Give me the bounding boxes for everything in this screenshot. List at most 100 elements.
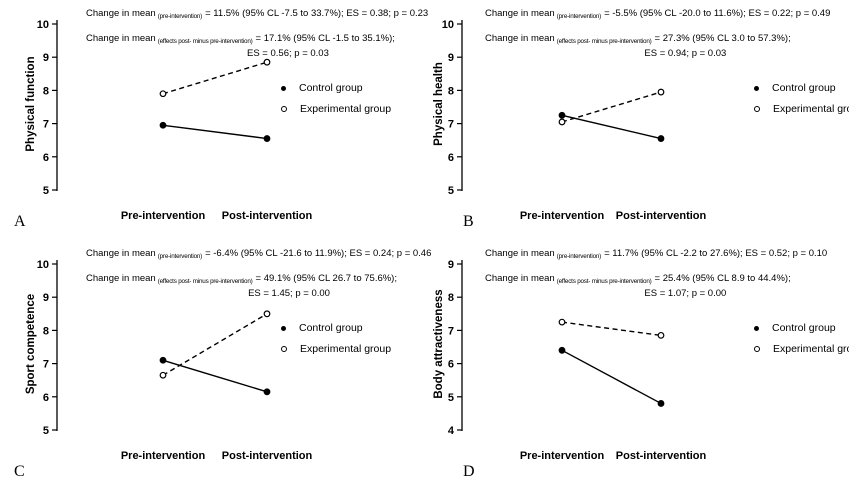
- legend-item-control: Control group: [754, 80, 849, 96]
- filled-circle-marker-icon: [281, 325, 286, 331]
- legend-item-experimental: Experimental group: [281, 101, 391, 117]
- x-axis-label-pre: Pre-intervention: [120, 450, 206, 462]
- annotation-subscript: (effects post- minus pre-intervention): [157, 37, 253, 45]
- x-axis-label-post: Post-intervention: [221, 210, 313, 222]
- legend-label: Control group: [299, 82, 363, 94]
- annotation-subscript: (effects post- minus pre-intervention): [556, 37, 652, 45]
- annotation-prefix: Change in mean: [86, 273, 156, 284]
- control-data-point: [558, 346, 566, 354]
- experimental-data-point: [657, 88, 665, 96]
- annotation-subscript: (effects post- minus pre-intervention): [157, 277, 253, 285]
- y-tick-label: 6: [448, 152, 454, 164]
- y-tick-label: 8: [43, 325, 49, 337]
- annotation-stats: = 11.5% (95% CL -7.5 to 33.7%); ES = 0.3…: [205, 8, 429, 19]
- annotation-pre-intervention: Change in mean (pre-intervention) = 11.5% …: [86, 8, 428, 23]
- annotation-effects: Change in mean (effects post- minus pre-i…: [86, 33, 395, 60]
- panel-letter: D: [463, 463, 475, 480]
- panel-letter: A: [14, 213, 26, 230]
- annotation-prefix: Change in mean: [485, 248, 555, 259]
- x-axis-label-pre: Pre-intervention: [120, 210, 206, 222]
- y-tick-label: 9: [448, 259, 454, 271]
- legend-item-control: Control group: [281, 80, 391, 96]
- open-circle-marker-icon: [281, 106, 287, 112]
- control-series-line: [162, 359, 268, 393]
- y-tick-label: 7: [448, 325, 454, 337]
- control-series-line: [561, 114, 662, 140]
- annotation-subscript: (pre-intervention): [157, 252, 203, 260]
- filled-circle-marker-icon: [281, 85, 286, 91]
- panel-letter: B: [463, 213, 474, 230]
- y-tick-label: 4: [448, 425, 455, 437]
- y-tick-label: 6: [43, 392, 49, 404]
- experimental-series-line: [162, 313, 268, 376]
- filled-circle-marker-icon: [754, 325, 759, 331]
- plot-area: 10 9 8 7 6 5: [37, 259, 271, 437]
- y-tick-label: 10: [37, 259, 49, 271]
- y-tick-label: 5: [448, 392, 454, 404]
- legend-label: Control group: [299, 322, 363, 334]
- control-series-line: [162, 124, 268, 140]
- panel-b: Change in mean (pre-intervention) = -5.5% …: [425, 0, 849, 240]
- y-tick-label: 6: [43, 152, 49, 164]
- annotation-stats: = -5.5% (95% CL -20.0 to 11.6%); ES = 0.…: [604, 8, 831, 19]
- y-tick-label: 5: [448, 185, 454, 197]
- filled-circle-marker-icon: [754, 85, 759, 91]
- x-axis-label-post: Post-intervention: [221, 450, 313, 462]
- annotation-prefix: Change in mean: [86, 8, 156, 19]
- legend: Control group Experimental group: [281, 320, 391, 362]
- annotation-effects: Change in mean (effects post- minus pre-i…: [86, 273, 397, 300]
- experimental-data-point: [558, 118, 566, 126]
- panel-letter: C: [14, 463, 25, 480]
- legend-item-control: Control group: [754, 320, 849, 336]
- control-series-line: [561, 349, 662, 405]
- experimental-data-point: [263, 58, 271, 66]
- y-tick-label: 6: [448, 359, 454, 371]
- panel-d: Change in mean (pre-intervention) = 11.7% …: [425, 240, 849, 483]
- legend: Control group Experimental group: [281, 80, 391, 122]
- y-tick-label: 8: [448, 292, 454, 304]
- annotation-effects: Change in mean (effects post- minus pre-i…: [485, 273, 791, 300]
- panel-c: Change in mean (pre-intervention) = -6.4% …: [0, 240, 431, 483]
- panel-a: Change in mean (pre-intervention) = 11.5% …: [0, 0, 428, 240]
- y-tick-label: 9: [43, 52, 49, 64]
- y-tick-label: 10: [442, 19, 454, 31]
- legend-label: Experimental group: [300, 343, 392, 355]
- legend-item-control: Control group: [281, 320, 391, 336]
- x-axis-label-pre: Pre-intervention: [519, 450, 605, 462]
- legend-label: Control group: [772, 82, 836, 94]
- annotation-effects: Change in mean (effects post- minus pre-i…: [485, 33, 791, 60]
- legend-label: Experimental group: [300, 103, 392, 115]
- legend-label: Experimental group: [773, 103, 849, 115]
- annotation-pre-intervention: Change in mean (pre-intervention) = -6.4% …: [86, 248, 431, 263]
- y-tick-label: 5: [43, 185, 49, 197]
- y-tick-label: 8: [43, 85, 49, 97]
- annotation-stats: = 27.3% (95% CL 3.0 to 57.3%);: [654, 33, 791, 44]
- x-axis-label-pre: Pre-intervention: [519, 210, 605, 222]
- experimental-series-line: [162, 61, 268, 95]
- experimental-data-point: [657, 331, 665, 339]
- control-data-point: [159, 121, 167, 129]
- y-tick-label: 9: [43, 292, 49, 304]
- plot-area: 10 9 8 7 6 5: [37, 19, 271, 197]
- annotation-subscript: (pre-intervention): [556, 252, 602, 260]
- experimental-data-point: [159, 90, 167, 98]
- experimental-data-point: [558, 318, 566, 326]
- y-tick-label: 7: [448, 119, 454, 131]
- annotation-stats: = 49.1% (95% CL 26.7 to 75.6%);: [255, 273, 397, 284]
- annotation-prefix: Change in mean: [485, 8, 555, 19]
- legend: Control group Experimental group: [754, 320, 849, 362]
- annotation-subscript: (pre-intervention): [157, 12, 203, 20]
- open-circle-marker-icon: [281, 346, 287, 352]
- x-axis-label-post: Post-intervention: [615, 450, 707, 462]
- annotation-prefix: Change in mean: [485, 33, 555, 44]
- experimental-data-point: [263, 310, 271, 318]
- annotation-stats: = 11.7% (95% CL -2.2 to 27.6%); ES = 0.5…: [604, 248, 828, 259]
- plot-area: 9 8 7 6 5 4: [448, 259, 665, 437]
- annotation-prefix: Change in mean: [86, 33, 156, 44]
- annotation-stats-continued: ES = 1.45; p = 0.00: [248, 287, 330, 299]
- legend-label: Experimental group: [773, 343, 849, 355]
- annotation-prefix: Change in mean: [485, 273, 555, 284]
- y-tick-label: 7: [43, 359, 49, 371]
- control-data-point: [657, 135, 665, 142]
